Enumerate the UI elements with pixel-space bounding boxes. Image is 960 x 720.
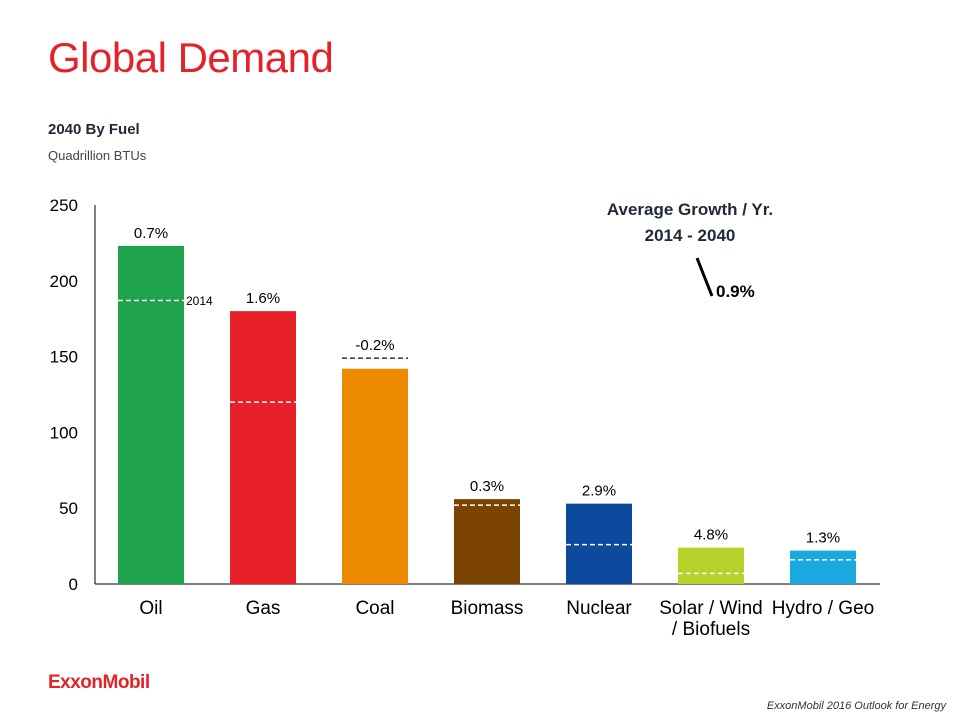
growth-label: 1.6%	[246, 290, 280, 307]
bar-2	[342, 368, 408, 584]
growth-label: -0.2%	[355, 337, 394, 354]
page-title: Global Demand	[48, 34, 334, 81]
annotation-period: 2014 - 2040	[645, 226, 736, 245]
category-label: Solar / Wind	[659, 598, 762, 619]
category-label: Hydro / Geo	[772, 598, 874, 619]
category-label: Gas	[246, 598, 281, 619]
source-footnote: ExxonMobil 2016 Outlook for Energy	[766, 700, 946, 712]
bar-chart: 0 50 100 150 200 250 0.7% Oil 1.6% Gas -0.2% Coal 0.…	[50, 196, 880, 640]
y-tick-label: 0	[69, 575, 78, 594]
annotation-title: Average Growth / Yr.	[607, 200, 773, 219]
chart-subtitle: 2040 By Fuel	[48, 121, 140, 138]
category-label: / Biofuels	[672, 619, 750, 640]
bar-4	[566, 503, 632, 584]
bar-5	[678, 547, 744, 584]
growth-label: 0.3%	[470, 478, 504, 495]
growth-label: 1.3%	[806, 530, 840, 547]
chart-unit: Quadrillion BTUs	[48, 148, 147, 163]
category-label: Oil	[139, 598, 162, 619]
category-label: Coal	[355, 598, 394, 619]
y-tick-label: 200	[50, 272, 78, 291]
growth-label: 4.8%	[694, 527, 728, 544]
y-tick-label: 50	[59, 499, 78, 518]
bar-6	[790, 550, 856, 584]
bar-3	[454, 499, 520, 584]
bar-1	[230, 311, 296, 584]
bar-0	[118, 245, 184, 584]
growth-label: 2.9%	[582, 483, 616, 500]
category-label: Nuclear	[566, 598, 632, 619]
growth-label: 0.7%	[134, 225, 168, 242]
category-label: Biomass	[451, 598, 524, 619]
growth-arrow-icon	[695, 257, 714, 297]
y-tick-label: 150	[50, 348, 78, 367]
baseline-legend-label: 2014	[186, 294, 213, 308]
annotation-value: 0.9%	[716, 282, 755, 301]
y-tick-label: 250	[50, 196, 78, 215]
exxonmobil-logo: ExxonMobil	[48, 672, 150, 693]
y-tick-label: 100	[50, 423, 78, 442]
